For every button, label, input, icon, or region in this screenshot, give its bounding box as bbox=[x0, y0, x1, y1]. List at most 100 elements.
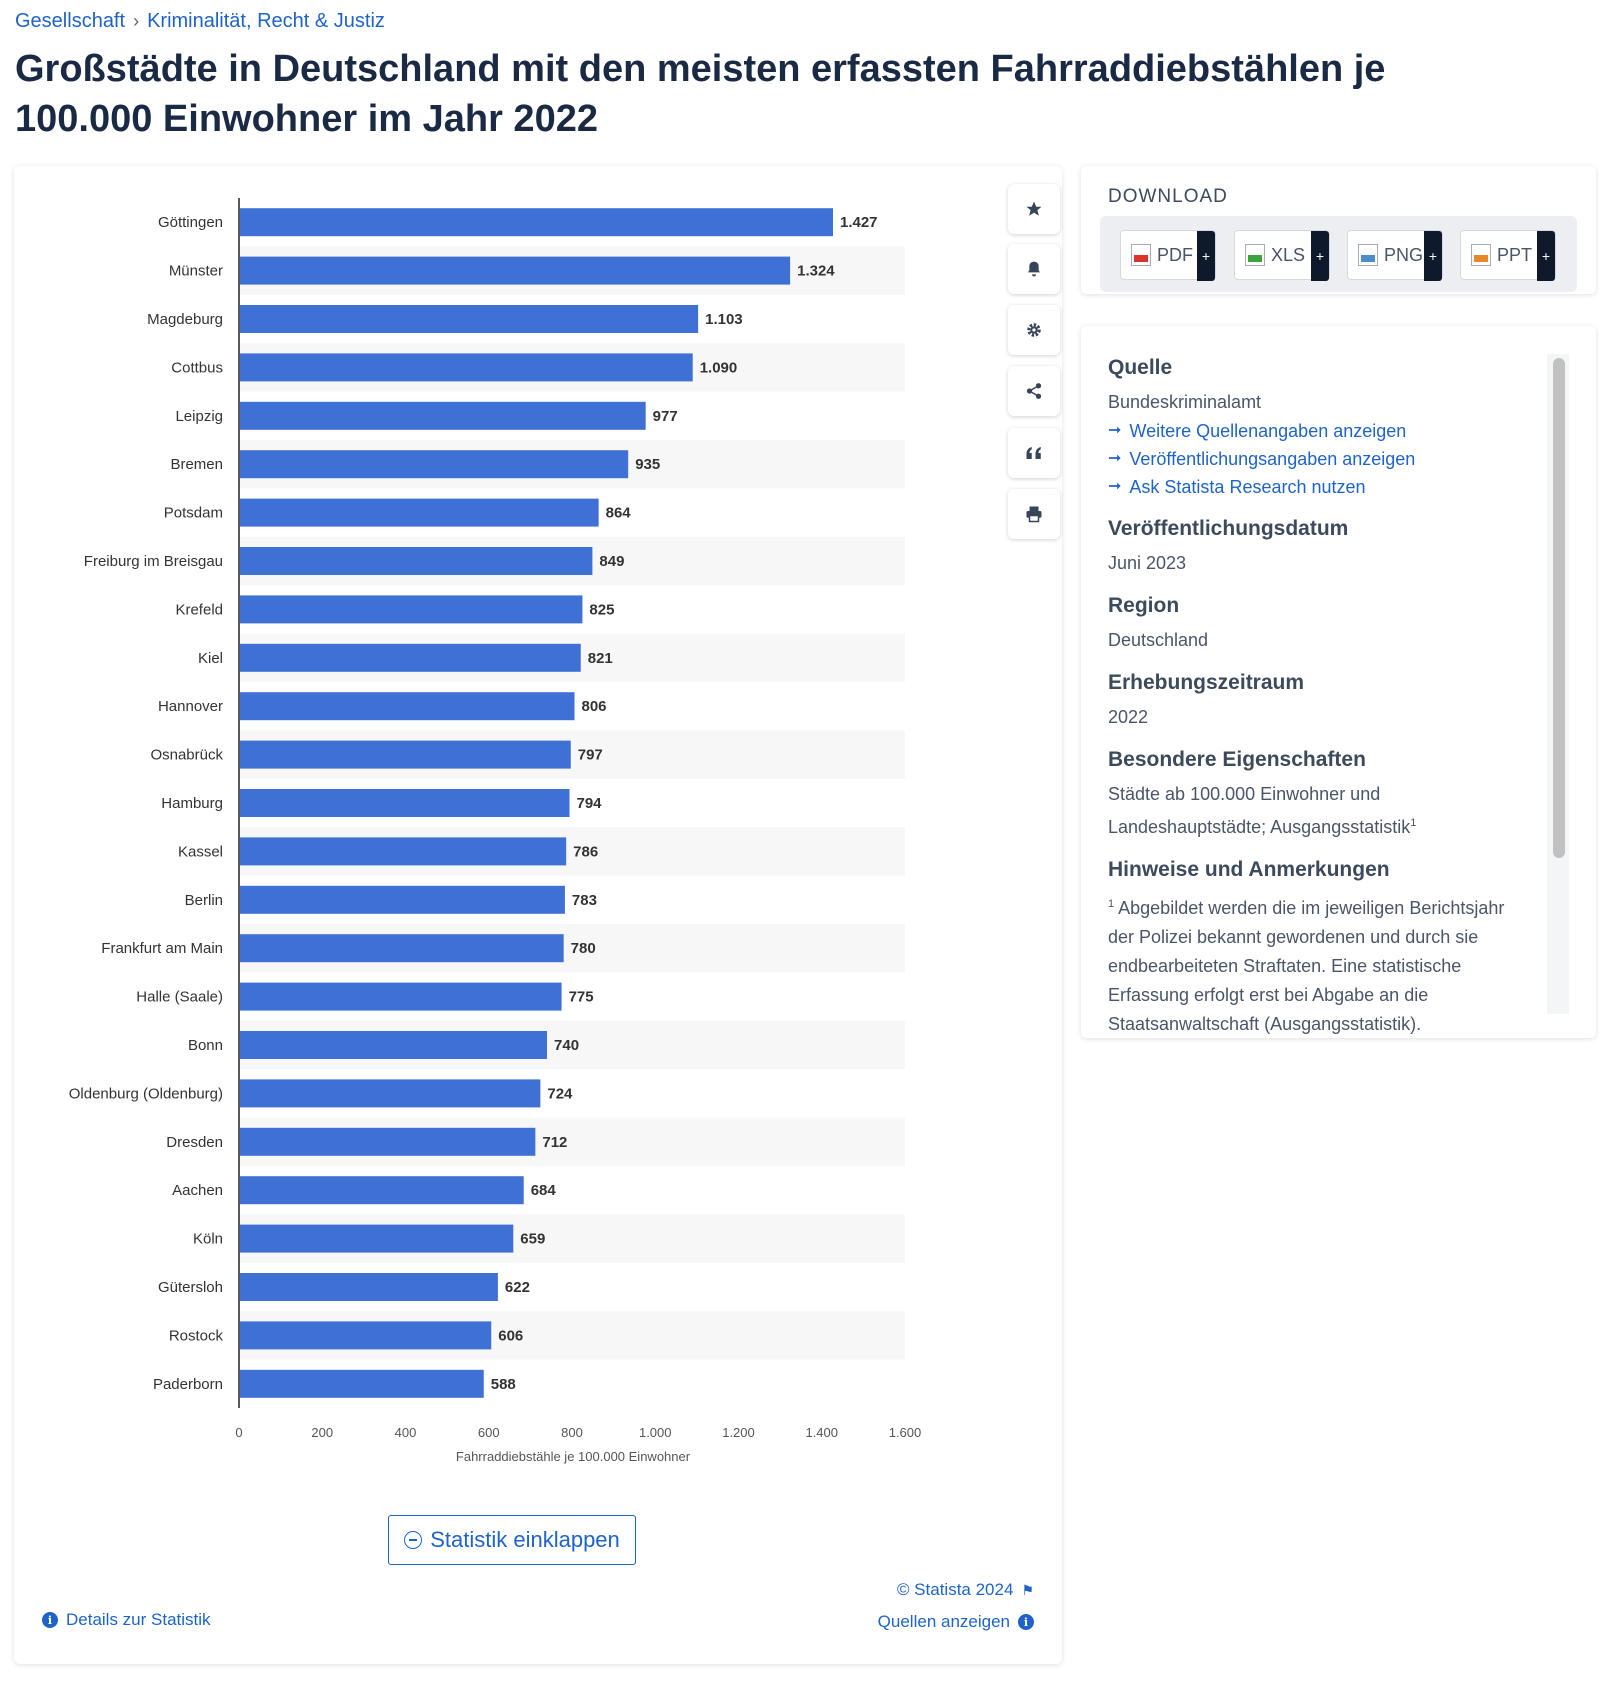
bell-icon bbox=[1028, 261, 1040, 277]
category-label: Berlin bbox=[185, 892, 223, 909]
data-label: 849 bbox=[599, 553, 624, 570]
data-label: 775 bbox=[569, 989, 594, 1006]
data-label: 977 bbox=[653, 408, 678, 425]
bar bbox=[240, 256, 791, 285]
category-label: Bremen bbox=[170, 456, 223, 473]
download-ppt-button[interactable]: PPT + bbox=[1460, 230, 1556, 281]
download-xls-button[interactable]: XLS + bbox=[1234, 230, 1330, 281]
share-button[interactable] bbox=[1008, 366, 1060, 416]
ppt-file-icon-band bbox=[1474, 255, 1488, 262]
category-label: Krefeld bbox=[175, 601, 223, 618]
footnote-marker: 1 bbox=[1108, 898, 1115, 910]
category-label: Gütersloh bbox=[158, 1279, 223, 1296]
data-label: 659 bbox=[520, 1231, 545, 1248]
more-sources-link[interactable]: ➞ Weitere Quellenangaben anzeigen bbox=[1108, 417, 1528, 445]
flag-icon: ⚑ bbox=[1021, 1581, 1034, 1598]
notes-value: 1 Abgebildet werden die im jeweiligen Be… bbox=[1108, 890, 1528, 1038]
date-heading: Veröffentlichungsdatum bbox=[1108, 517, 1349, 540]
bar bbox=[240, 547, 593, 575]
info-scrollbar-thumb[interactable] bbox=[1553, 358, 1565, 858]
show-sources-label: Quellen anzeigen bbox=[877, 1612, 1010, 1631]
bar bbox=[240, 885, 565, 914]
data-label: 684 bbox=[531, 1182, 557, 1199]
download-title: DOWNLOAD bbox=[1108, 186, 1228, 207]
bar bbox=[240, 837, 567, 866]
arrow-right-icon: ➞ bbox=[1108, 422, 1122, 439]
bar bbox=[240, 1176, 524, 1205]
plus-icon: + bbox=[1537, 231, 1555, 281]
bar bbox=[240, 982, 562, 1011]
collapse-statistic-button[interactable]: Statistik einklappen bbox=[388, 1515, 636, 1565]
data-label: 935 bbox=[635, 456, 660, 473]
data-label: 783 bbox=[572, 892, 597, 909]
star-icon bbox=[1026, 201, 1042, 216]
statistic-details-link[interactable]: i Details zur Statistik bbox=[42, 1610, 211, 1630]
data-label: 740 bbox=[554, 1037, 579, 1054]
download-panel: DOWNLOAD PDF + XLS + PNG + PPT + bbox=[1081, 166, 1596, 294]
alert-button[interactable] bbox=[1008, 244, 1060, 294]
source-heading: Quelle bbox=[1108, 356, 1173, 379]
bar bbox=[240, 450, 629, 479]
settings-button[interactable] bbox=[1008, 305, 1060, 355]
copyright-text: © Statista 2024 bbox=[896, 1580, 1014, 1599]
notes-section: Hinweise und Anmerkungen 1 Abgebildet we… bbox=[1108, 858, 1528, 1038]
x-tick-label: 600 bbox=[478, 1425, 500, 1440]
print-button[interactable] bbox=[1008, 489, 1060, 539]
arrow-right-icon: ➞ bbox=[1108, 478, 1122, 495]
category-label: Göttingen bbox=[158, 214, 223, 231]
notes-heading: Hinweise und Anmerkungen bbox=[1108, 858, 1390, 881]
ask-statista-link[interactable]: ➞ Ask Statista Research nutzen bbox=[1108, 473, 1528, 501]
x-tick-label: 400 bbox=[395, 1425, 417, 1440]
category-label: Dresden bbox=[166, 1134, 223, 1151]
category-label: Magdeburg bbox=[147, 311, 223, 328]
source-value: Bundeskriminalamt bbox=[1108, 392, 1262, 412]
cite-button[interactable] bbox=[1008, 428, 1060, 478]
chart-card: Göttingen 1.427 Münster 1.324 Magdeburg 1.103… bbox=[14, 166, 1062, 1664]
data-label: 1.427 bbox=[840, 214, 878, 231]
bar bbox=[240, 1031, 548, 1059]
info-icon: i bbox=[1018, 1614, 1034, 1630]
bar bbox=[240, 305, 699, 333]
minus-circle-icon bbox=[404, 1531, 423, 1549]
category-label: Bonn bbox=[188, 1037, 223, 1054]
bar bbox=[240, 789, 570, 817]
data-label: 786 bbox=[573, 843, 598, 860]
x-tick-label: 1.600 bbox=[889, 1425, 922, 1440]
x-tick-label: 800 bbox=[561, 1425, 583, 1440]
pdf-file-icon-band bbox=[1134, 255, 1148, 262]
xls-file-icon bbox=[1245, 244, 1265, 266]
data-label: 794 bbox=[577, 795, 603, 812]
png-file-icon-band bbox=[1361, 255, 1375, 262]
info-scrollbar[interactable] bbox=[1547, 354, 1569, 1014]
properties-section: Besondere Eigenschaften Städte ab 100.00… bbox=[1108, 748, 1528, 842]
breadcrumb-link-gesellschaft[interactable]: Gesellschaft bbox=[15, 10, 126, 32]
bar bbox=[240, 595, 583, 624]
copyright-link[interactable]: © Statista 2024 ⚑ bbox=[897, 1580, 1034, 1600]
x-tick-label: 1.000 bbox=[639, 1425, 672, 1440]
breadcrumb: Gesellschaft › Kriminalität, Recht & Jus… bbox=[15, 10, 385, 33]
data-label: 797 bbox=[578, 747, 603, 764]
data-label: 1.090 bbox=[700, 359, 738, 376]
favorite-button[interactable] bbox=[1008, 184, 1060, 234]
plus-icon: + bbox=[1197, 231, 1215, 281]
info-content: Quelle Bundeskriminalamt ➞ Weitere Quelle… bbox=[1108, 356, 1528, 1038]
x-tick-label: 1.200 bbox=[722, 1425, 755, 1440]
notes-text: Abgebildet werden die im jeweiligen Beri… bbox=[1108, 898, 1505, 1034]
category-label: Kiel bbox=[198, 650, 223, 667]
date-value: Juni 2023 bbox=[1108, 553, 1187, 573]
bar bbox=[240, 643, 581, 672]
show-sources-link[interactable]: Quellen anzeigen i bbox=[878, 1612, 1034, 1632]
download-pdf-button[interactable]: PDF + bbox=[1120, 230, 1216, 281]
share-icon bbox=[1026, 383, 1042, 399]
data-label: 825 bbox=[589, 601, 614, 618]
breadcrumb-link-kriminalitaet[interactable]: Kriminalität, Recht & Justiz bbox=[147, 10, 385, 32]
category-label: Osnabrück bbox=[150, 747, 223, 764]
publication-details-link[interactable]: ➞ Veröffentlichungsangaben anzeigen bbox=[1108, 445, 1528, 473]
category-label: Oldenburg (Oldenburg) bbox=[69, 1085, 223, 1102]
x-axis-label: Fahrraddiebstähle je 100.000 Einwohner bbox=[456, 1449, 691, 1464]
properties-value: Städte ab 100.000 Einwohner und Landesha… bbox=[1108, 780, 1528, 842]
data-label: 1.103 bbox=[705, 311, 743, 328]
download-png-button[interactable]: PNG + bbox=[1347, 230, 1443, 281]
bar bbox=[240, 934, 564, 963]
download-png-label: PNG bbox=[1384, 244, 1424, 265]
